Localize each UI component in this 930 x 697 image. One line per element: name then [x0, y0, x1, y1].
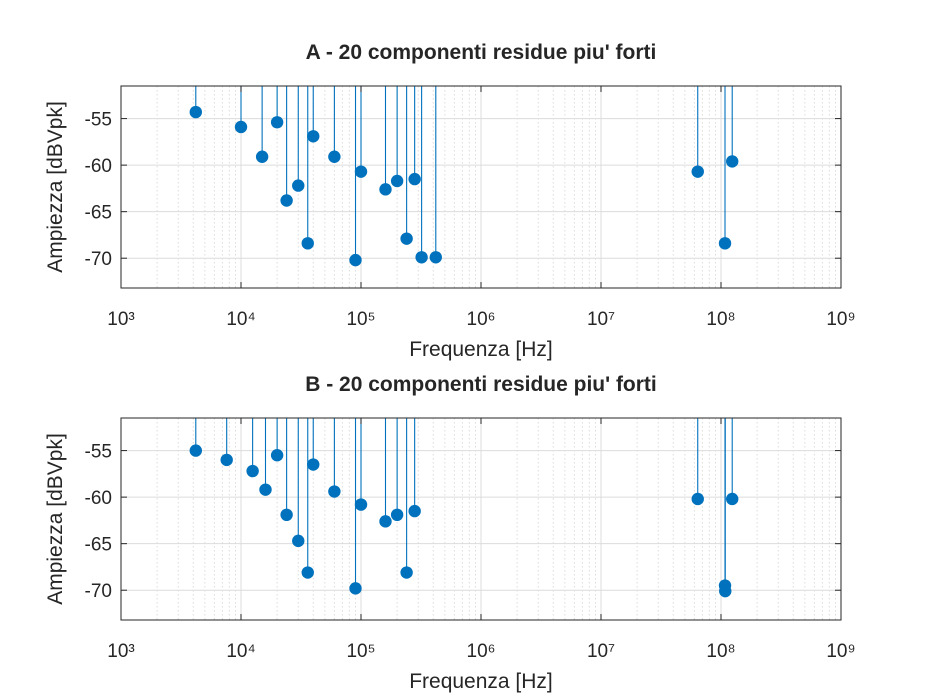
data-point [429, 251, 442, 264]
data-point [408, 172, 421, 186]
x-tick-label: 10⁹ [826, 641, 855, 662]
x-tick-label: 10⁴ [226, 641, 255, 662]
panel-a: 10³ 10⁴ 10⁵ 10⁶ 10⁷ 10⁸ 10⁹ -55 -60 -65 -70 A - 20 … [44, 41, 856, 361]
y-tick-label: -70 [85, 581, 112, 602]
data-point [255, 150, 269, 163]
y-tick-label: -65 [85, 535, 112, 556]
data-point [726, 155, 739, 168]
data-point [220, 453, 233, 467]
panel-b: 10³ 10⁴ 10⁵ 10⁶ 10⁷ 10⁸ 10⁹ -55 -60 -65 -70 B - 20 … [44, 373, 856, 693]
data-point [234, 120, 248, 134]
data-point [301, 237, 314, 250]
data-point [301, 566, 314, 579]
chart-title: A - 20 componenti residue piu' forti [306, 41, 657, 64]
x-tick-label: 10⁶ [467, 309, 496, 330]
data-point [349, 582, 362, 595]
data-point [189, 105, 202, 119]
x-tick-label: 10⁵ [346, 309, 375, 330]
y-tick-label: -70 [85, 249, 112, 270]
data-point [307, 130, 320, 143]
data-point [328, 150, 341, 163]
data-point [307, 458, 320, 471]
data-point [280, 508, 293, 522]
data-point [280, 194, 293, 207]
x-tick-label: 10³ [107, 309, 134, 330]
data-point [349, 253, 362, 267]
y-tick-label: -55 [85, 110, 112, 131]
data-point [259, 483, 272, 496]
data-point [189, 444, 202, 457]
x-tick-label: 10³ [107, 641, 134, 662]
y-tick-label: -60 [85, 488, 112, 509]
data-point [415, 251, 428, 264]
data-point [390, 174, 404, 188]
x-tick-label: 10⁸ [706, 641, 735, 662]
data-point [400, 566, 413, 579]
data-point [292, 179, 305, 192]
y-tick-label: -55 [85, 442, 112, 463]
data-point [292, 534, 305, 548]
data-point [270, 116, 284, 129]
x-tick-label: 10⁷ [587, 309, 615, 330]
data-point [246, 464, 259, 478]
data-point [726, 492, 739, 506]
x-tick-label: 10⁸ [706, 309, 735, 330]
chart-title: B - 20 componenti residue piu' forti [305, 373, 657, 396]
data-point [719, 584, 732, 598]
x-tick-label: 10⁹ [826, 309, 855, 330]
data-point [354, 498, 368, 511]
data-point [354, 165, 368, 178]
x-axis-label: Frequenza [Hz] [409, 670, 553, 693]
data-point [718, 237, 732, 250]
data-point [400, 232, 413, 245]
data-point [390, 508, 404, 522]
data-point [328, 485, 341, 498]
y-tick-label: -65 [85, 203, 112, 224]
y-axis-label: Ampiezza [dBVpk] [44, 433, 67, 605]
y-tick-label: -60 [85, 156, 112, 177]
data-point [379, 515, 392, 528]
data-point [379, 183, 392, 196]
x-tick-label: 10⁶ [467, 641, 496, 662]
x-tick-label: 10⁴ [226, 309, 255, 330]
x-tick-label: 10⁷ [587, 641, 615, 662]
data-point [408, 504, 421, 518]
x-tick-label: 10⁵ [346, 641, 375, 662]
x-axis-label: Frequenza [Hz] [409, 338, 553, 361]
y-axis-label: Ampiezza [dBVpk] [44, 101, 67, 273]
data-point [691, 165, 704, 178]
data-point [270, 449, 284, 462]
data-point [691, 492, 704, 506]
